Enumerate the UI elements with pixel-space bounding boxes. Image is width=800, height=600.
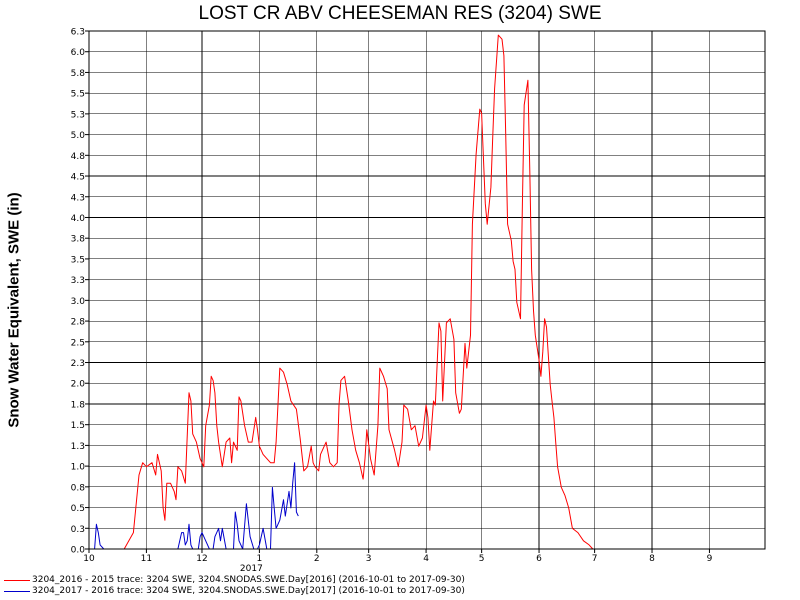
y-tick-label: 3.8 (71, 235, 86, 245)
legend-swatch-blue (4, 590, 30, 592)
y-tick-label: 1.0 (71, 463, 86, 473)
x-tick-label: 6 (536, 554, 542, 564)
y-tick-label: 5.3 (71, 110, 85, 120)
y-tick-label: 2.3 (71, 359, 85, 369)
y-tick-label: 3.3 (71, 276, 85, 286)
series-line-2016 (89, 34, 594, 550)
y-tick-label: 4.0 (71, 214, 86, 224)
x-tick-label: 11 (141, 554, 152, 564)
legend-label: 3204_2016 - 2015 trace: 3204 SWE, 3204.S… (32, 575, 465, 585)
x-tick-label: 3 (366, 554, 372, 564)
y-tick-label: 6.3 (71, 28, 85, 38)
x-tick-label: 12 (196, 554, 207, 564)
y-tick-label: 4.5 (71, 173, 85, 183)
x-tick-label: 2 (314, 554, 320, 564)
y-tick-label: 4.8 (71, 152, 86, 162)
x-tick-label: 1 (257, 554, 263, 564)
legend-entry-2017: 3204_2017 - 2016 trace: 3204 SWE, 3204.S… (4, 586, 465, 596)
x-year-label: 2017 (240, 564, 263, 574)
legend-label: 3204_2017 - 2016 trace: 3204 SWE, 3204.S… (32, 586, 465, 596)
x-tick-label: 9 (707, 554, 713, 564)
y-axis-ticks: 0.0 0.3 0.5 0.8 1.0 1.3 1.5 1.8 2.0 2.3 2.5 2.8 3.0 3… (71, 28, 89, 556)
x-tick-label: 5 (479, 554, 485, 564)
legend-swatch-red (4, 579, 30, 581)
x-tick-label: 4 (423, 554, 429, 564)
y-tick-label: 3.0 (71, 297, 86, 307)
y-tick-label: 2.0 (71, 380, 86, 390)
series-line-2017 (89, 462, 299, 550)
y-tick-label: 1.8 (71, 400, 86, 410)
plot-frame (88, 30, 766, 550)
series-lines (89, 34, 594, 550)
x-tick-label: 7 (592, 554, 598, 564)
y-tick-label: 4.3 (71, 193, 85, 203)
y-tick-label: 1.5 (71, 421, 85, 431)
grid-lines (89, 30, 765, 550)
y-tick-label: 0.3 (71, 525, 85, 535)
y-tick-label: 1.3 (71, 442, 85, 452)
y-tick-label: 0.8 (71, 483, 86, 493)
y-tick-label: 2.5 (71, 338, 85, 348)
y-tick-label: 5.0 (71, 131, 86, 141)
x-tick-label: 8 (649, 554, 655, 564)
y-tick-label: 5.8 (71, 69, 86, 79)
chart-title: LOST CR ABV CHEESEMAN RES (3204) SWE (198, 3, 602, 24)
y-tick-label: 6.0 (71, 48, 86, 58)
y-tick-label: 0.5 (71, 504, 85, 514)
y-tick-label: 3.5 (71, 255, 85, 265)
x-tick-label: 10 (83, 554, 95, 564)
y-tick-label: 0.0 (71, 546, 86, 556)
legend-entry-2016: 3204_2016 - 2015 trace: 3204 SWE, 3204.S… (4, 575, 465, 585)
y-tick-label: 2.8 (71, 318, 86, 328)
y-tick-label: 5.5 (71, 90, 85, 100)
